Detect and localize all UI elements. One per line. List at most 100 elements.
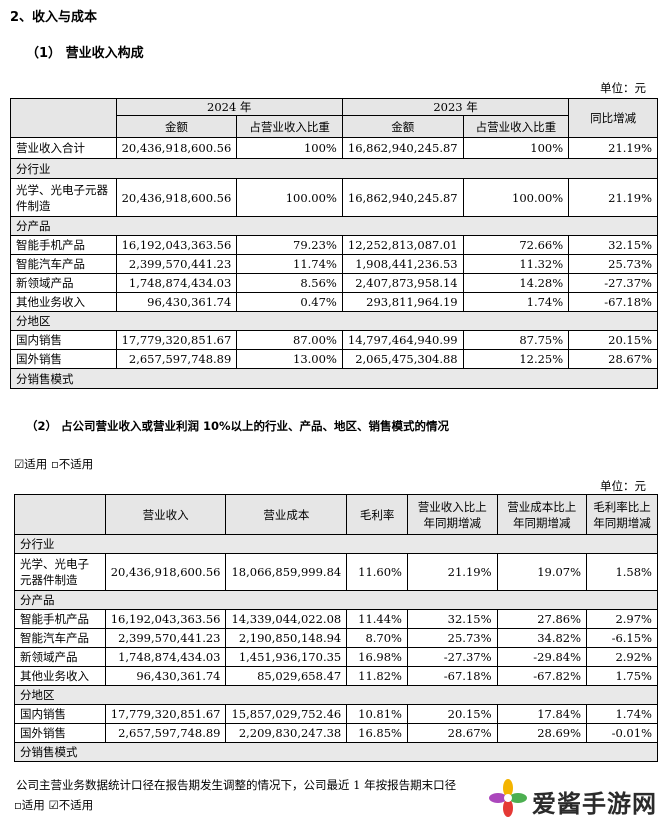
cell-value: 100.00% bbox=[462, 178, 570, 217]
table-row: 国内销售 17,779,320,851.67 15,857,029,752.46… bbox=[14, 704, 658, 724]
cell-value: 25.73% bbox=[406, 628, 498, 648]
cell-value: 2,407,873,958.14 bbox=[341, 273, 464, 293]
section-heading: 2、收入与成本 bbox=[10, 10, 98, 25]
cell-value: -67.18% bbox=[406, 666, 498, 686]
table-row: 智能汽车产品 2,399,570,441.23 2,190,850,148.94… bbox=[14, 628, 658, 648]
cell-value: 17.84% bbox=[496, 704, 588, 724]
watermark-text: 爱酱手游网 bbox=[532, 790, 657, 818]
cell-value: 25.73% bbox=[568, 254, 658, 274]
category-sales-mode: 分销售模式 bbox=[14, 742, 658, 762]
header-margin-yoy: 毛利率比上年同期增减 bbox=[586, 494, 658, 535]
cell-value: 16,192,043,363.56 bbox=[115, 235, 238, 255]
cell-value: 2,657,597,748.89 bbox=[104, 723, 227, 743]
cell-value: 11.74% bbox=[236, 254, 343, 274]
row-label: 光学、光电子元器件制造 bbox=[14, 553, 106, 591]
category-industry: 分行业 bbox=[14, 534, 658, 554]
header-revenue: 营业收入 bbox=[104, 494, 227, 535]
table-row: 智能汽车产品 2,399,570,441.23 11.74% 1,908,441… bbox=[10, 254, 658, 274]
row-label: 光学、光电子元器件制造 bbox=[10, 178, 117, 217]
cell-value: 1,908,441,236.53 bbox=[341, 254, 464, 274]
table-row: 新领域产品 1,748,874,434.03 8.56% 2,407,873,9… bbox=[10, 273, 658, 293]
category-region: 分地区 bbox=[10, 311, 658, 331]
cell-value: -67.82% bbox=[496, 666, 588, 686]
cell-value: 85,029,658.47 bbox=[225, 666, 348, 686]
cell-value: 20,436,918,600.56 bbox=[115, 137, 238, 159]
row-label: 国内销售 bbox=[10, 330, 117, 350]
row-label: 智能汽车产品 bbox=[14, 628, 106, 648]
cell-value: 20,436,918,600.56 bbox=[104, 553, 227, 591]
cell-value: 11.60% bbox=[346, 553, 408, 591]
cell-value: 2,399,570,441.23 bbox=[115, 254, 238, 274]
cell-value: 19.07% bbox=[496, 553, 588, 591]
row-label: 其他业务收入 bbox=[10, 292, 117, 312]
cell-value: 21.19% bbox=[406, 553, 498, 591]
table-row: 光学、光电子元器件制造 20,436,918,600.56 18,066,859… bbox=[14, 553, 658, 591]
cell-value: 21.19% bbox=[568, 137, 658, 159]
header-revenue-yoy: 营业收入比上年同期增减 bbox=[406, 494, 498, 535]
cell-value: 100.00% bbox=[236, 178, 343, 217]
cell-value: 0.47% bbox=[236, 292, 343, 312]
cell-value: 1,748,874,434.03 bbox=[104, 647, 227, 667]
cell-value: 18,066,859,999.84 bbox=[225, 553, 348, 591]
row-label: 智能手机产品 bbox=[14, 609, 106, 629]
cell-value: 14,797,464,940.99 bbox=[341, 330, 464, 350]
cell-value: 100% bbox=[462, 137, 570, 159]
cell-value: 96,430,361.74 bbox=[104, 666, 227, 686]
table-row: 国外销售 2,657,597,748.89 2,209,830,247.38 1… bbox=[14, 723, 658, 743]
cell-value: -67.18% bbox=[568, 292, 658, 312]
cell-value: 11.32% bbox=[462, 254, 570, 274]
cell-value: -29.84% bbox=[496, 647, 588, 667]
row-label: 其他业务收入 bbox=[14, 666, 106, 686]
cell-value: 2.97% bbox=[586, 609, 658, 629]
cell-value: 8.56% bbox=[236, 273, 343, 293]
cell-value: 8.70% bbox=[346, 628, 408, 648]
cell-value: 2,209,830,247.38 bbox=[225, 723, 348, 743]
cell-value: 1,748,874,434.03 bbox=[115, 273, 238, 293]
segment-margin-table: 营业收入 营业成本 毛利率 营业收入比上年同期增减 营业成本比上年同期增减 毛利… bbox=[14, 494, 658, 762]
unit-label: 单位：元 bbox=[600, 479, 646, 493]
table-row: 新领域产品 1,748,874,434.03 1,451,936,170.35 … bbox=[14, 647, 658, 667]
row-label: 营业收入合计 bbox=[10, 137, 117, 159]
cell-value: 17,779,320,851.67 bbox=[104, 704, 227, 724]
cell-value: 20,436,918,600.56 bbox=[115, 178, 238, 217]
header-cost: 营业成本 bbox=[225, 494, 348, 535]
cell-value: 293,811,964.19 bbox=[341, 292, 464, 312]
cell-value: 10.81% bbox=[346, 704, 408, 724]
cell-value: 16,862,940,245.87 bbox=[341, 137, 464, 159]
category-sales-mode: 分销售模式 bbox=[10, 368, 658, 389]
cell-value: 1.58% bbox=[586, 553, 658, 591]
category-product: 分产品 bbox=[10, 216, 658, 236]
row-label: 国外销售 bbox=[10, 349, 117, 369]
footnote-checkbox-line: ▫适用 ☑不适用 bbox=[14, 798, 94, 812]
cell-value: 87.00% bbox=[236, 330, 343, 350]
cell-value: 2,399,570,441.23 bbox=[104, 628, 227, 648]
cell-value: 1.74% bbox=[586, 704, 658, 724]
cell-value: 16,192,043,363.56 bbox=[104, 609, 227, 629]
subheading-revenue-composition: （1） 营业收入构成 bbox=[26, 46, 144, 61]
cell-value: 100% bbox=[236, 137, 343, 159]
table-row: 营业收入合计 20,436,918,600.56 100% 16,862,940… bbox=[10, 137, 658, 159]
table-row: 智能手机产品 16,192,043,363.56 14,339,044,022.… bbox=[14, 609, 658, 629]
cell-value: 1.75% bbox=[586, 666, 658, 686]
cell-value: 15,857,029,752.46 bbox=[225, 704, 348, 724]
header-cost-yoy: 营业成本比上年同期增减 bbox=[496, 494, 588, 535]
cell-value: 12.25% bbox=[462, 349, 570, 369]
footnote-text: 公司主营业务数据统计口径在报告期发生调整的情况下，公司最近 1 年按报告期末口径 bbox=[16, 778, 457, 792]
pinwheel-icon bbox=[489, 779, 527, 817]
cell-value: 12,252,813,087.01 bbox=[341, 235, 464, 255]
table-row: 国内销售 17,779,320,851.67 87.00% 14,797,464… bbox=[10, 330, 658, 350]
header-margin: 毛利率 bbox=[346, 494, 408, 535]
row-label: 新领域产品 bbox=[10, 273, 117, 293]
cell-value: 96,430,361.74 bbox=[115, 292, 238, 312]
header-share: 占营业收入比重 bbox=[236, 115, 343, 138]
cell-value: 28.67% bbox=[406, 723, 498, 743]
cell-value: 1,451,936,170.35 bbox=[225, 647, 348, 667]
row-label: 智能手机产品 bbox=[10, 235, 117, 255]
cell-value: 16,862,940,245.87 bbox=[341, 178, 464, 217]
table-row: 其他业务收入 96,430,361.74 0.47% 293,811,964.1… bbox=[10, 292, 658, 312]
revenue-composition-table: 2024 年 2023 年 同比增减 金额 占营业收入比重 金额 占营业收入比重… bbox=[10, 98, 658, 389]
category-region: 分地区 bbox=[14, 685, 658, 705]
cell-value: 11.82% bbox=[346, 666, 408, 686]
subheading-major-segments: （2） 占公司营业收入或营业利润 10%以上的行业、产品、地区、销售模式的情况 bbox=[26, 419, 450, 433]
cell-value: 21.19% bbox=[568, 178, 658, 217]
